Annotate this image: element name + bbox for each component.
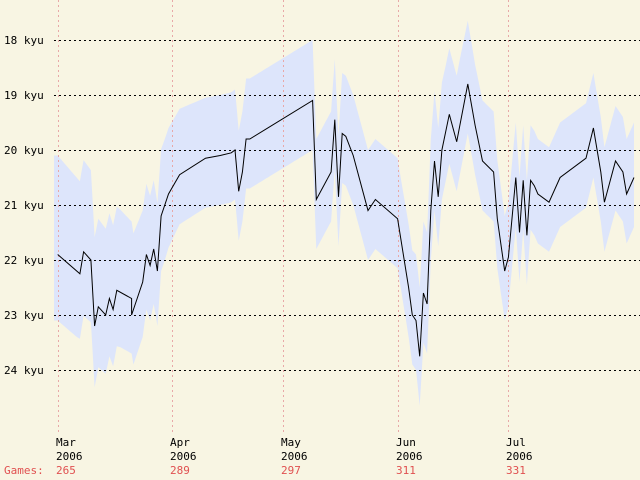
x-tick-games: 289 [170, 464, 190, 477]
y-tick-label: 22 kyu [4, 254, 44, 267]
rank-line [57, 83, 635, 357]
x-axis: Games:Mar2006265Apr2006289May2006297Jun2… [4, 436, 533, 477]
x-tick-games: 297 [281, 464, 301, 477]
x-tick-games: 331 [506, 464, 526, 477]
x-tick-games: 311 [396, 464, 416, 477]
y-tick-label: 24 kyu [4, 364, 44, 377]
rank-band [54, 20, 634, 406]
y-tick-label: 19 kyu [4, 89, 44, 102]
y-tick-label: 18 kyu [4, 34, 44, 47]
x-tick-month: Mar [56, 436, 76, 449]
games-label: Games: [4, 464, 44, 477]
x-tick-month: Apr [170, 436, 190, 449]
x-tick-year: 2006 [281, 450, 308, 463]
x-tick-year: 2006 [506, 450, 533, 463]
y-tick-label: 21 kyu [4, 199, 44, 212]
rank-band-area [54, 20, 634, 406]
x-tick-games: 265 [56, 464, 76, 477]
y-tick-label: 20 kyu [4, 144, 44, 157]
grid [54, 0, 640, 432]
x-tick-month: May [281, 436, 301, 449]
y-tick-label: 23 kyu [4, 309, 44, 322]
x-tick-month: Jun [396, 436, 416, 449]
rank-series [57, 83, 635, 357]
x-tick-year: 2006 [56, 450, 83, 463]
x-tick-month: Jul [506, 436, 526, 449]
y-axis: 18 kyu 19 kyu 20 kyu 21 kyu 22 kyu 23 kyu 24 k… [4, 34, 44, 377]
x-tick-year: 2006 [396, 450, 423, 463]
x-tick-year: 2006 [170, 450, 197, 463]
